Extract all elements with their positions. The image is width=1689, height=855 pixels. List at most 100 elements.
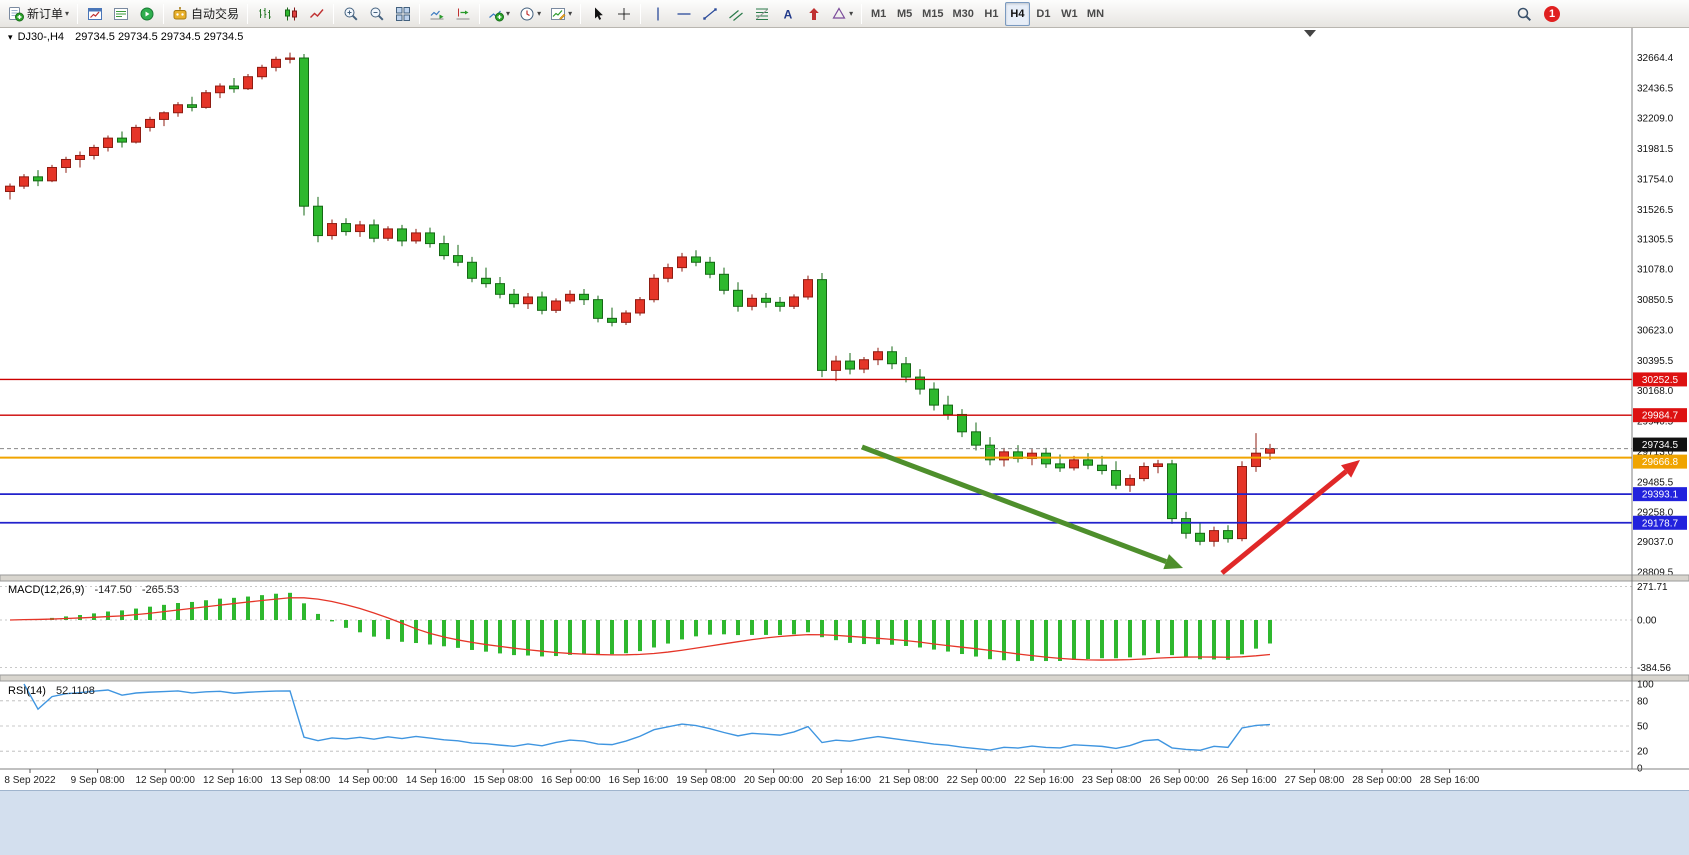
timeframe-h4[interactable]: H4 <box>1004 1 1030 26</box>
timeframe-h1[interactable]: H1 <box>979 2 1004 26</box>
timeframe-d1-label: D1 <box>1036 7 1051 20</box>
toolbar-separator <box>861 3 863 24</box>
timeframe-w1[interactable]: W1 <box>1057 2 1082 26</box>
window-background-strip <box>0 790 1689 855</box>
shapes-button[interactable]: ▾ <box>827 2 857 26</box>
line-chart-button[interactable] <box>304 2 329 26</box>
new-order-button-label: 新订单 <box>27 7 64 21</box>
time-axis: 8 Sep 2022 9 Sep 08:00 12 Sep 00:00 12 Sep … <box>0 768 1689 786</box>
timeframe-h4-label: H4 <box>1010 7 1025 20</box>
svg-text:29734.5: 29734.5 <box>1642 440 1679 451</box>
horizontal-line-button[interactable] <box>671 2 696 26</box>
search-button[interactable] <box>1511 2 1536 26</box>
timeframe-m15[interactable]: M15 <box>918 2 947 26</box>
vertical-line-button[interactable] <box>645 2 670 26</box>
timeframe-w1-label: W1 <box>1061 7 1078 20</box>
indicators-button[interactable]: ▾ <box>484 2 514 26</box>
svg-text:32664.4: 32664.4 <box>1637 53 1674 64</box>
svg-text:31305.5: 31305.5 <box>1637 234 1674 245</box>
dropdown-arrow-icon[interactable]: ▾ <box>537 9 542 18</box>
timeframe-m30[interactable]: M30 <box>949 2 978 26</box>
text-button[interactable]: A <box>775 2 800 26</box>
svg-text:28 Sep 16:00: 28 Sep 16:00 <box>1420 775 1480 786</box>
tile-windows-button[interactable] <box>390 2 415 26</box>
zoom-out-icon <box>369 6 385 22</box>
crosshair-button[interactable] <box>611 2 636 26</box>
dropdown-arrow-icon[interactable]: ▾ <box>506 9 511 18</box>
tile-windows-icon <box>395 6 411 22</box>
svg-text:31078.0: 31078.0 <box>1637 265 1674 276</box>
autotrading-icon <box>172 6 188 22</box>
periods-button[interactable]: ▾ <box>515 2 545 26</box>
svg-text:14 Sep 16:00: 14 Sep 16:00 <box>406 775 466 786</box>
zoom-out-button[interactable] <box>364 2 389 26</box>
svg-text:0.00: 0.00 <box>1637 615 1657 626</box>
periods-icon <box>519 6 535 22</box>
timeframe-m1[interactable]: M1 <box>866 2 891 26</box>
signals-button[interactable] <box>134 2 159 26</box>
svg-text:29178.7: 29178.7 <box>1642 518 1679 529</box>
quote-line: ▾ DJ30-,H4 29734.5 29734.5 29734.5 29734… <box>8 31 243 43</box>
svg-text:100: 100 <box>1637 680 1654 691</box>
bar-chart-button[interactable] <box>252 2 277 26</box>
price-tag: 29734.5 <box>1633 437 1687 452</box>
price-chart[interactable]: 32664.4 32436.5 32209.0 31981.5 31754.0 31526… <box>0 28 1689 790</box>
dropdown-arrow-icon[interactable]: ▾ <box>568 9 573 18</box>
svg-text:12 Sep 00:00: 12 Sep 00:00 <box>135 775 195 786</box>
trendline-button[interactable] <box>697 2 722 26</box>
toolbar-separator <box>640 3 642 24</box>
profiles-button[interactable] <box>82 2 107 26</box>
autotrading-button[interactable]: 自动交易 <box>168 2 243 26</box>
fibonacci-button[interactable] <box>749 2 774 26</box>
dropdown-arrow-icon[interactable]: ▾ <box>65 9 70 18</box>
rsi-value: 52.1108 <box>55 685 95 697</box>
macd-indicator-label: MACD(12,26,9) -147.50 -265.53 <box>8 584 179 596</box>
svg-text:12 Sep 16:00: 12 Sep 16:00 <box>203 775 263 786</box>
candlestick-chart-button[interactable] <box>278 2 303 26</box>
notification-badge[interactable]: 1 <box>1544 5 1560 22</box>
timeframe-m5[interactable]: M5 <box>892 2 917 26</box>
svg-text:29037.0: 29037.0 <box>1637 537 1674 548</box>
panel-splitter[interactable] <box>0 574 1689 582</box>
auto-scroll-icon <box>429 6 445 22</box>
rsi-name: RSI(14) <box>8 685 46 697</box>
dropdown-arrow-icon[interactable]: ▾ <box>849 9 854 18</box>
svg-text:32436.5: 32436.5 <box>1637 83 1674 94</box>
price-tag: 30252.5 <box>1633 372 1687 387</box>
crosshair-icon <box>616 6 632 22</box>
svg-text:50: 50 <box>1637 722 1649 733</box>
channel-icon <box>728 6 744 22</box>
line-chart-icon <box>309 6 325 22</box>
cursor-button[interactable] <box>585 2 610 26</box>
toolbar-separator <box>580 3 582 24</box>
macd-main-value: -147.50 <box>94 584 132 596</box>
panel-splitter[interactable] <box>0 674 1689 682</box>
one-click-trading-collapse-icon[interactable]: ▾ <box>8 32 13 42</box>
zoom-in-button[interactable] <box>338 2 363 26</box>
svg-text:16 Sep 00:00: 16 Sep 00:00 <box>541 775 601 786</box>
svg-text:28 Sep 00:00: 28 Sep 00:00 <box>1352 775 1412 786</box>
price-tag: 29984.7 <box>1633 408 1687 423</box>
auto-scroll-button[interactable] <box>424 2 449 26</box>
arrow-tool-button[interactable] <box>801 2 826 26</box>
svg-text:29713.0: 29713.0 <box>1637 447 1674 458</box>
chart-shift-marker[interactable] <box>1304 30 1316 37</box>
down-trend-arrow[interactable] <box>861 444 1183 570</box>
templates-icon <box>550 6 566 22</box>
timeframe-mn-label: MN <box>1086 7 1105 20</box>
svg-text:29393.1: 29393.1 <box>1642 490 1679 501</box>
vertical-line-icon <box>650 6 666 22</box>
new-order-button[interactable]: 新订单 ▾ <box>4 2 73 26</box>
up-trend-arrow[interactable] <box>1220 460 1360 575</box>
timeframe-mn[interactable]: MN <box>1083 2 1108 26</box>
data-window-button[interactable] <box>108 2 133 26</box>
svg-text:19 Sep 08:00: 19 Sep 08:00 <box>676 775 736 786</box>
templates-button[interactable]: ▾ <box>546 2 576 26</box>
timeframe-d1[interactable]: D1 <box>1031 2 1056 26</box>
channel-button[interactable] <box>723 2 748 26</box>
svg-text:80: 80 <box>1637 696 1649 707</box>
data-window-icon <box>113 6 129 22</box>
chart-ohlc-values: 29734.5 29734.5 29734.5 29734.5 <box>75 31 244 43</box>
toolbar-separator <box>419 3 421 24</box>
chart-shift-button[interactable] <box>450 2 475 26</box>
